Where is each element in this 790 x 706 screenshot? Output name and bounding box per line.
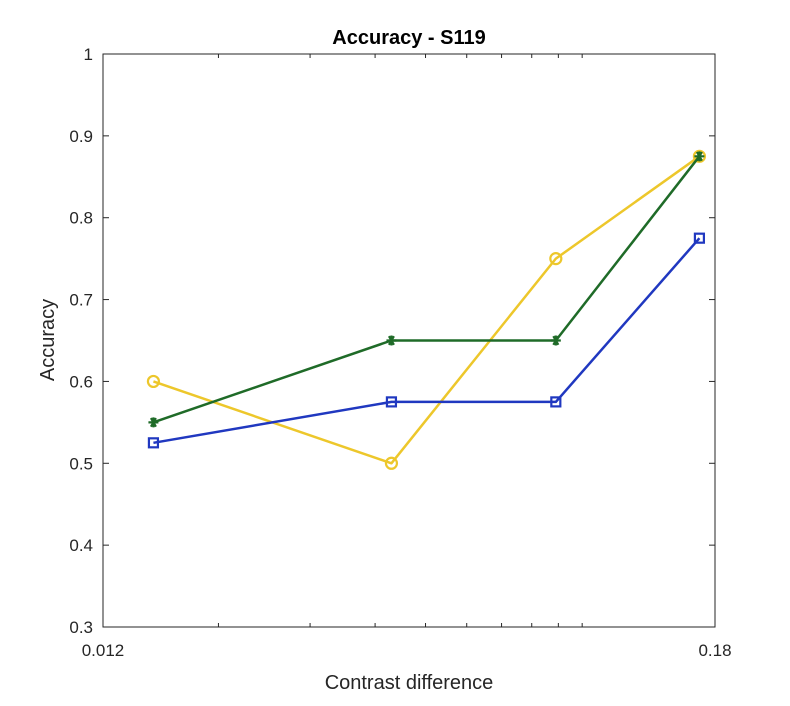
axes-box	[102, 53, 716, 628]
series-line-asterisk	[153, 155, 701, 424]
y-tick-label: 0.8	[69, 209, 93, 228]
y-tick-label: 0.4	[69, 536, 93, 555]
y-tick-label: 0.3	[69, 618, 93, 637]
data-point-asterisk	[694, 151, 705, 162]
data-point-circle	[384, 456, 399, 470]
y-tick-label: 0.5	[69, 454, 93, 473]
x-tick-label: 0.012	[82, 641, 125, 660]
data-point-asterisk	[550, 335, 561, 346]
data-point-asterisk	[148, 417, 159, 428]
y-tick-label: 1	[84, 45, 93, 64]
series-line-square	[153, 237, 701, 445]
data-point-asterisk	[386, 335, 397, 346]
y-tick-label: 0.9	[69, 127, 93, 146]
data-point-square	[385, 396, 398, 408]
data-point-square	[693, 232, 706, 244]
data-point-circle	[692, 149, 707, 163]
x-tick-label: 0.18	[698, 641, 731, 660]
y-tick-label: 0.6	[69, 372, 93, 391]
data-point-square	[550, 396, 562, 408]
y-axis-label: Accuracy	[37, 299, 59, 381]
plot-area: 0.3 0.4 0.5 0.6 0.7 0.8 0.9 1 0.012 0.18	[69, 45, 731, 660]
data-point-circle	[549, 252, 563, 266]
x-axis-label: Contrast difference	[325, 672, 494, 694]
data-point-circle	[146, 374, 161, 389]
chart-title: Accuracy - S119	[332, 27, 485, 49]
y-tick-label: 0.7	[69, 291, 93, 310]
data-point-square	[147, 437, 160, 449]
